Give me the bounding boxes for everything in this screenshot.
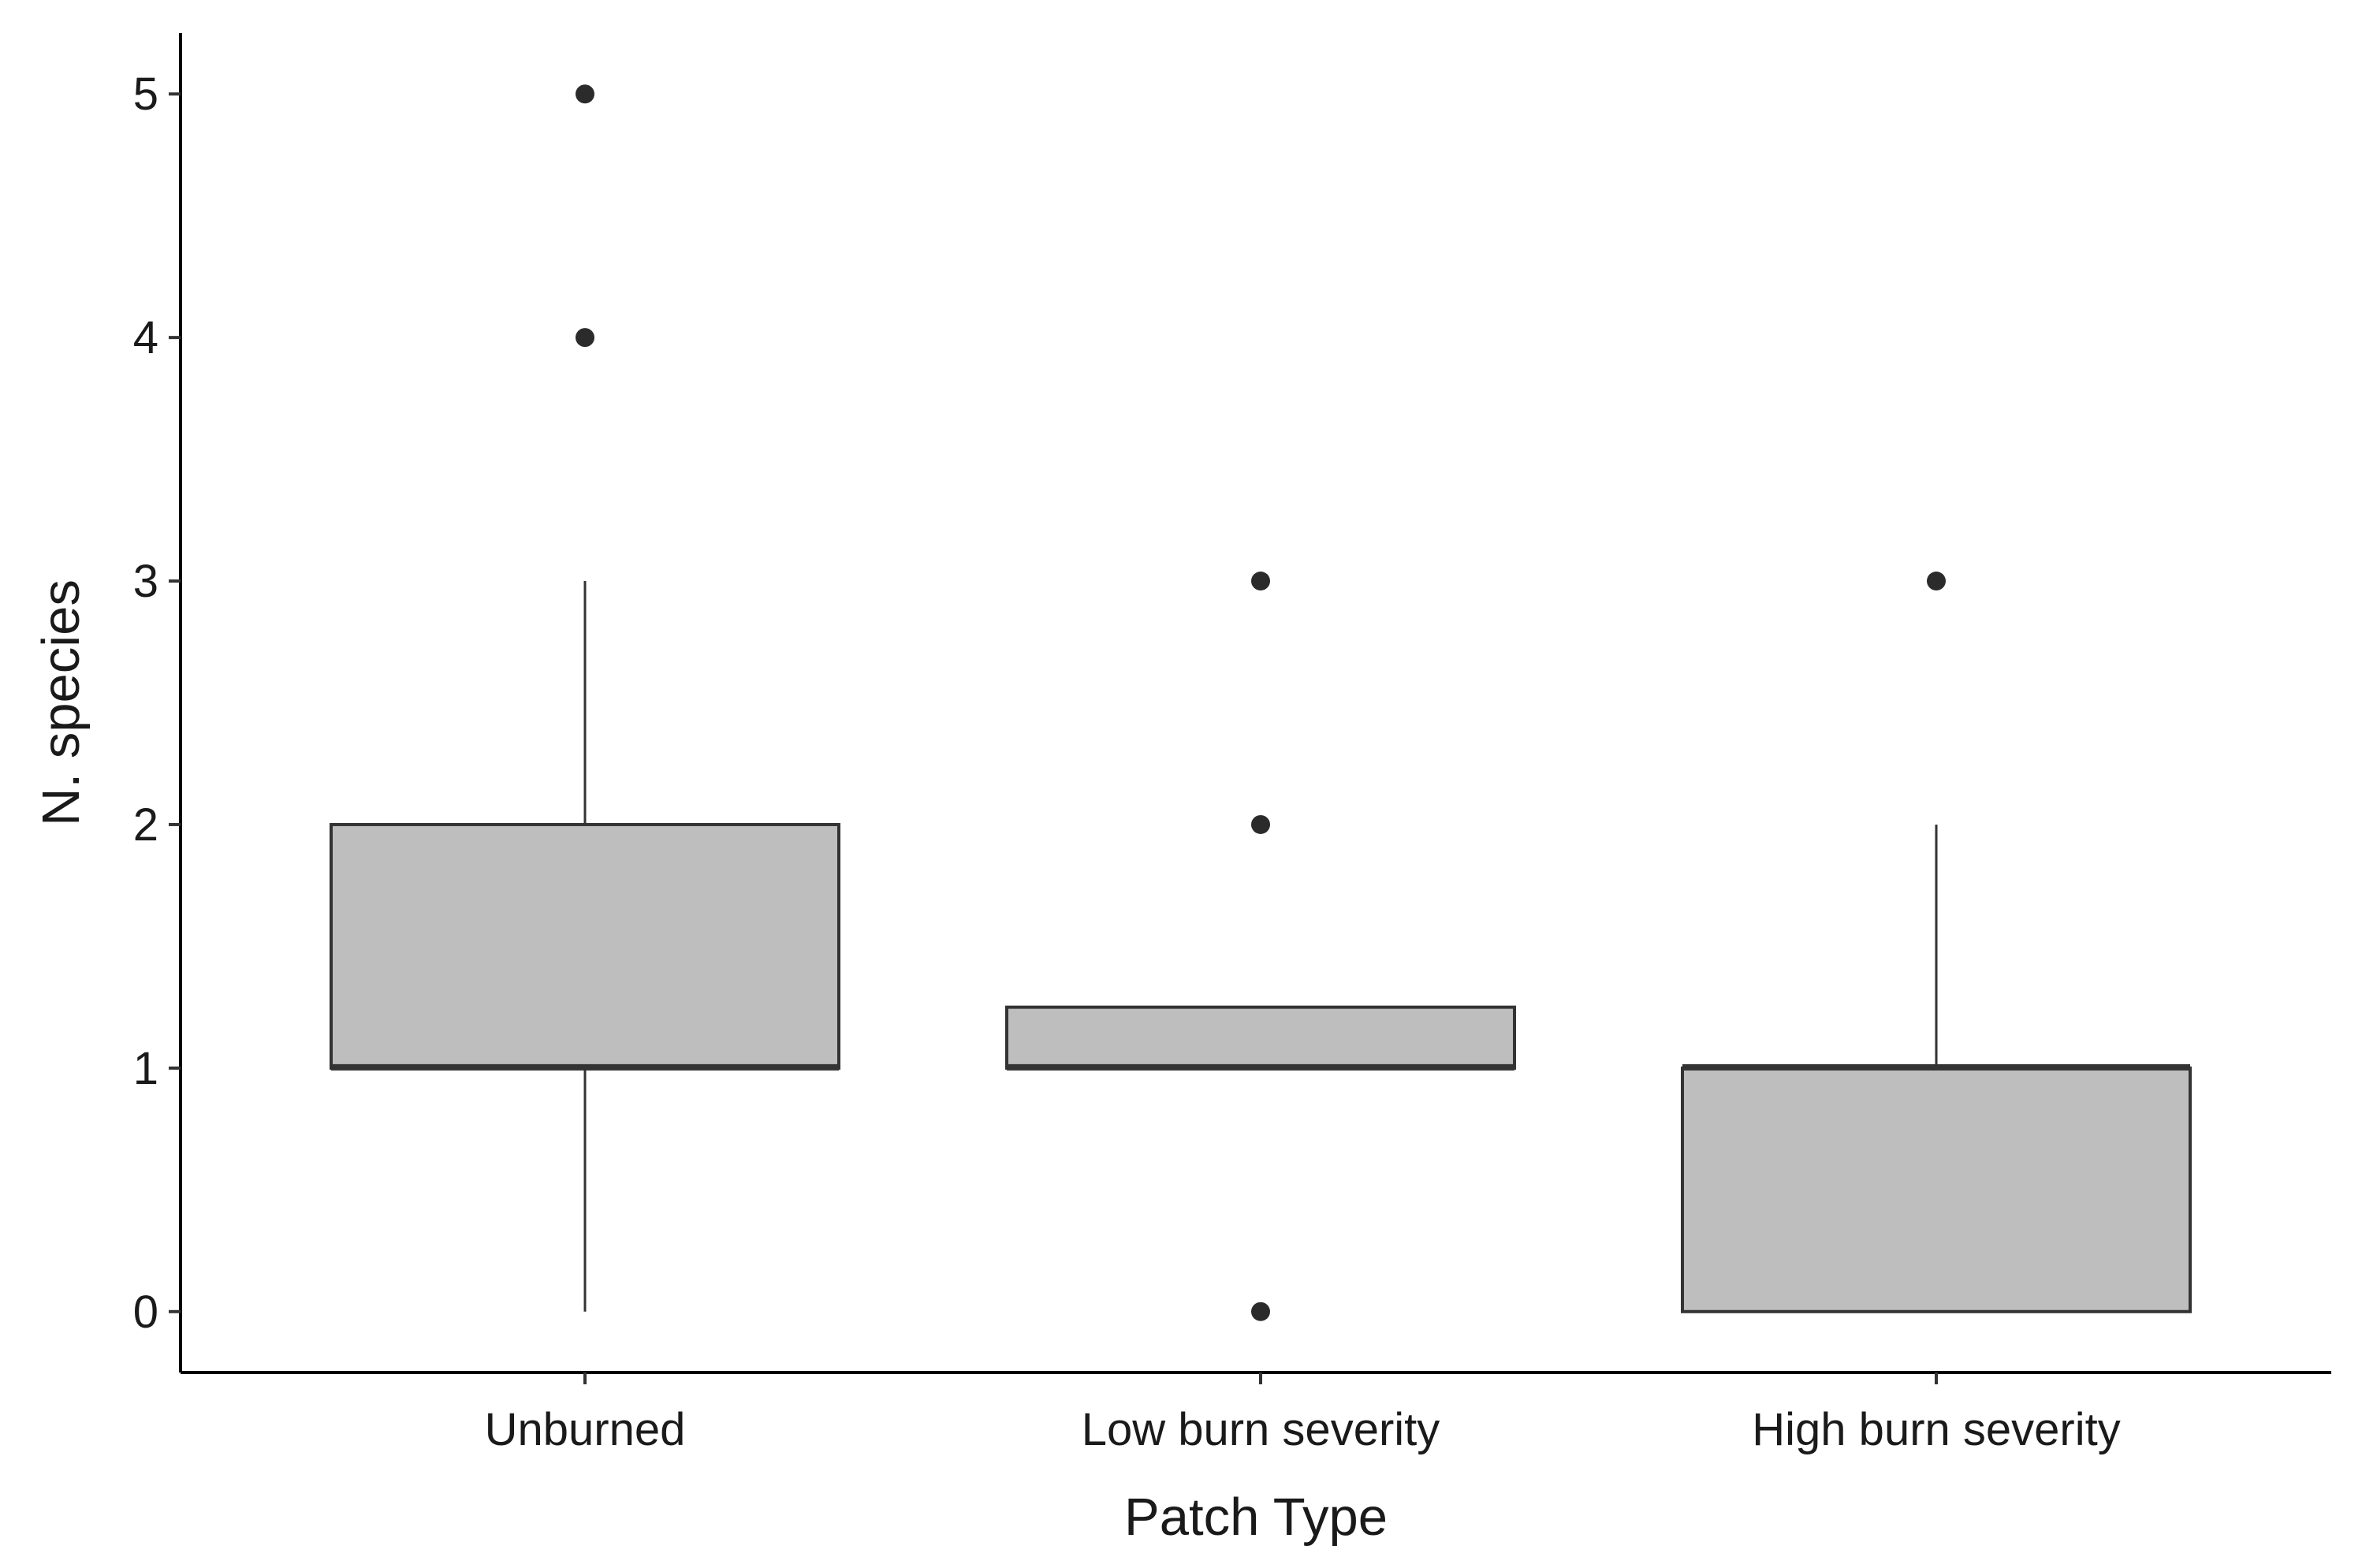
axes: 0 1 2 3 4 5 Unburned Low burn severity High burn… <box>133 33 2331 1455</box>
box <box>1681 1066 2192 1313</box>
y-tick-label: 1 <box>133 1043 158 1094</box>
y-tick-label: 3 <box>133 556 158 607</box>
y-tick-label: 0 <box>133 1287 158 1338</box>
x-tick-label: Unburned <box>485 1404 686 1455</box>
outlier-point <box>1251 814 1270 834</box>
y-axis-title: N. species <box>32 579 91 826</box>
outlier-point <box>1251 572 1270 591</box>
box-group-0 <box>330 84 840 1312</box>
box <box>1005 1005 1516 1070</box>
x-tick-label: High burn severity <box>1752 1404 2120 1455</box>
y-tick-label: 4 <box>133 312 158 363</box>
outlier-point <box>576 84 594 104</box>
x-tick-label: Low burn severity <box>1082 1404 1440 1455</box>
outlier-point <box>1927 572 1946 591</box>
box-group-2 <box>1681 572 2192 1313</box>
x-axis-title: Patch Type <box>1124 1488 1388 1547</box>
box-group-1 <box>1005 572 1516 1321</box>
plot-area <box>330 84 2192 1321</box>
y-tick-label: 5 <box>133 69 158 120</box>
y-tick-label: 2 <box>133 799 158 851</box>
outlier-point <box>1251 1302 1270 1321</box>
box <box>330 822 840 1070</box>
outlier-point <box>576 328 594 348</box>
